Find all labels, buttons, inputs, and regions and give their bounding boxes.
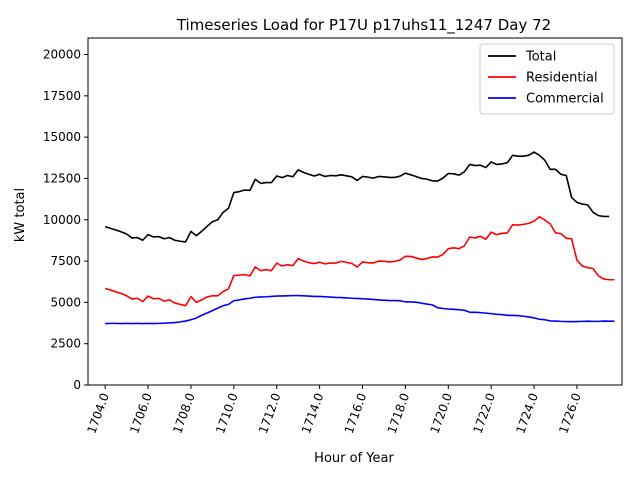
x-axis-label: Hour of Year xyxy=(314,451,394,466)
legend-label-total: Total xyxy=(525,50,556,65)
y-tick-label: 7500 xyxy=(50,254,81,268)
series-line-residential xyxy=(104,215,615,307)
y-tick-label: 20000 xyxy=(43,48,81,62)
y-tick-label: 2500 xyxy=(50,337,81,351)
y-tick-label: 5000 xyxy=(50,295,81,309)
y-tick-label: 0 xyxy=(73,378,81,392)
legend-box xyxy=(479,43,615,115)
y-tick-label: 17500 xyxy=(43,89,81,103)
y-tick-label: 15000 xyxy=(43,130,81,144)
legend-label-commercial: Commercial xyxy=(526,92,604,107)
legend-label-residential: Residential xyxy=(526,71,598,86)
plot-frame xyxy=(87,37,623,386)
legend: Total Residential Commercial xyxy=(479,43,615,115)
series-line-commercial xyxy=(105,294,615,325)
y-tick-label: 12500 xyxy=(43,171,81,185)
series-line-total xyxy=(104,151,610,243)
chart-title: Timeseries Load for P17U p17uhs11_1247 D… xyxy=(176,16,551,35)
y-tick-label: 10000 xyxy=(43,213,81,227)
y-axis-label: kW total xyxy=(13,188,28,242)
series-layer xyxy=(104,151,615,325)
